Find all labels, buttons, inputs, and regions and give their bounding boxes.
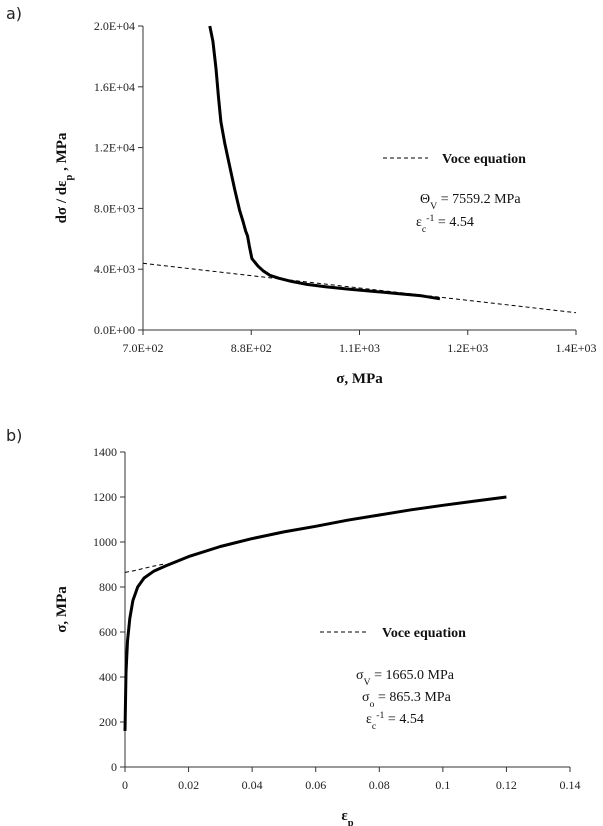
x-tick-label: 8.8E+02 [231, 341, 272, 355]
parameter-annotation: σo = 865.3 MPa [362, 690, 452, 710]
x-tick-label: 1.4E+03 [555, 341, 596, 355]
x-tick-label: 0.08 [369, 778, 390, 792]
y-tick-label: 1.2E+04 [94, 141, 135, 155]
x-tick-label: 0.14 [560, 778, 581, 792]
parameter-annotation: εc-1 = 4.54 [366, 710, 424, 732]
y-tick-label: 0 [111, 760, 117, 774]
y-tick-label: 2.0E+04 [94, 19, 135, 33]
y-axis-title: σ, MPa [54, 586, 70, 633]
x-tick-label: 0.02 [178, 778, 199, 792]
x-tick-label: 1.1E+03 [339, 341, 380, 355]
y-tick-label: 0.0E+00 [94, 323, 135, 337]
x-tick-label: 0.06 [305, 778, 326, 792]
y-tick-label: 8.0E+03 [94, 201, 135, 215]
y-tick-label: 1000 [93, 535, 117, 549]
x-tick-label: 1.2E+03 [447, 341, 488, 355]
measured-curve [123, 495, 507, 732]
parameter-annotation: σV = 1665.0 MPa [356, 668, 455, 688]
x-tick-label: 7.0E+02 [122, 341, 163, 355]
legend-label: Voce equation [382, 626, 466, 641]
y-tick-label: 200 [99, 715, 117, 729]
parameter-annotation: ΘV = 7559.2 MPa [420, 192, 521, 212]
chart-b: 0 200 400 600 800 1000 1200 1400 0 0.02 0.04 0.06 0.… [54, 445, 581, 826]
y-tick-label: 600 [99, 625, 117, 639]
y-tick-label: 1200 [93, 490, 117, 504]
x-tick-label: 0.12 [496, 778, 517, 792]
y-tick-label: 4.0E+03 [94, 262, 135, 276]
y-tick-label: 1.6E+04 [94, 80, 135, 94]
x-axis-title: σ, MPa [336, 371, 383, 387]
x-tick-label: 0.1 [435, 778, 450, 792]
measured-curve [208, 25, 441, 301]
y-axis-title: dσ / dεp , MPa [54, 132, 75, 223]
panel-a-label: a) [6, 4, 23, 23]
y-tick-label: 1400 [93, 445, 117, 459]
parameter-annotation: εc-1 = 4.54 [416, 213, 474, 235]
y-tick-label: 400 [99, 670, 117, 684]
legend-label: Voce equation [442, 152, 526, 167]
x-axis-title: εp [341, 808, 353, 826]
y-tick-label: 800 [99, 580, 117, 594]
voce-fit-line [142, 262, 577, 314]
panel-b-label: b) [6, 426, 23, 445]
x-tick-label: 0.04 [242, 778, 263, 792]
x-tick-label: 0 [122, 778, 128, 792]
chart-a: 0.0E+00 4.0E+03 8.0E+03 1.2E+04 1.6E+04 2.0E+… [54, 19, 597, 387]
